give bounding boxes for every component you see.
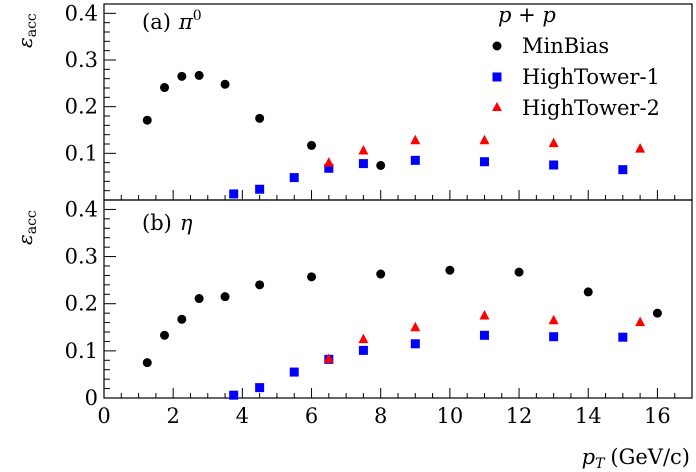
panel-b-label: (b) η [142,211,193,235]
legend-entry-hightower2: HighTower-2 [522,96,660,120]
y-tick-label: 0.1 [65,141,98,165]
y-tick-label: 0.4 [65,1,98,25]
point-hightower-1 [324,163,334,173]
x-tick-label: 10 [437,404,464,428]
x-tick-label: 4 [236,404,249,428]
point-hightower-1 [549,160,559,170]
point-minbias [255,280,265,290]
point-hightower-1 [410,339,420,349]
point-hightower-1 [358,159,368,169]
point-hightower-1 [479,330,489,340]
y-tick-label: 0.3 [65,245,98,269]
point-minbias [220,79,230,89]
panel-b-ylabel: εacc [13,210,40,245]
point-minbias [583,287,593,297]
x-tick-label: 6 [305,404,318,428]
point-hightower-2 [548,137,559,148]
x-tick-label: 8 [374,404,387,428]
point-hightower-1 [358,345,368,355]
point-hightower-2 [635,143,646,153]
point-minbias [307,272,317,282]
panel-a-particle-sup: 0 [193,8,202,24]
point-hightower-2 [410,134,421,145]
point-minbias [142,115,152,125]
point-hightower-2 [323,157,334,167]
point-hightower-1 [618,165,628,175]
point-minbias [160,83,170,93]
y-tick-label: 0.4 [65,197,98,221]
point-minbias [194,294,204,304]
point-minbias [177,314,187,324]
point-minbias [307,140,317,150]
point-hightower-2 [323,353,334,363]
x-tick-label: 16 [644,404,671,428]
panel-a-ylabel: εacc [13,13,40,48]
panel-a: 0.1 0.2 0.3 0.4 (a) π0 εacc p + p MinBias Hi… [13,1,693,201]
legend: p + p MinBias HighTower-1 HighTower-2 [492,3,660,120]
panel-a-ticks [103,3,693,201]
point-hightower-2 [358,333,369,344]
point-minbias [376,269,386,279]
y-tick-label: 0.2 [65,292,98,316]
legend-marker-hightower2 [492,102,502,111]
point-minbias [255,113,265,123]
point-hightower-1 [255,383,265,393]
point-minbias [177,71,187,81]
y-tick-label: 0 [85,386,98,410]
legend-title: p + p [498,3,556,27]
panel-b-marks [142,265,662,400]
x-tick-label: 12 [506,404,533,428]
point-hightower-1 [229,390,239,400]
panel-b-y-tick-labels: 0 0.1 0.2 0.3 0.4 [65,197,98,410]
x-tick-label: 14 [575,404,602,428]
point-minbias [142,358,152,368]
point-hightower-1 [549,332,559,342]
legend-marker-minbias [492,41,502,51]
point-hightower-1 [255,184,265,194]
point-minbias [376,160,386,170]
panel-a-label: (a) π0 [142,8,202,34]
panel-b-ticks [103,199,693,399]
legend-entry-minbias: MinBias [522,34,609,58]
point-minbias [160,330,170,340]
point-hightower-1 [618,332,628,342]
x-axis-label: pT (GeV/c) [582,445,690,472]
panel-a-particle: π [178,10,194,34]
x-tick-label: 2 [166,404,179,428]
point-hightower-1 [479,157,489,167]
panel-b-particle: η [180,211,193,235]
point-minbias [220,292,230,302]
legend-marker-hightower1 [492,72,502,82]
point-hightower-1 [289,367,299,377]
point-hightower-2 [548,314,559,325]
panel-b-x-tick-labels: 0 2 4 6 8 10 12 14 16 [97,404,670,428]
point-hightower-1 [289,173,299,183]
y-tick-label: 0.1 [65,339,98,363]
point-hightower-2 [479,134,490,145]
point-hightower-2 [479,310,490,320]
point-minbias [514,267,524,277]
x-tick-label: 0 [97,404,110,428]
panel-a-marks [142,70,646,199]
point-hightower-1 [410,155,420,165]
point-hightower-2 [635,316,646,327]
panel-a-y-tick-labels: 0.1 0.2 0.3 0.4 [65,1,98,165]
point-minbias [194,70,204,80]
point-minbias [652,308,662,318]
y-tick-label: 0.2 [65,95,98,119]
point-hightower-1 [229,189,239,199]
point-minbias [445,265,455,275]
y-tick-label: 0.3 [65,48,98,72]
panel-b: 0 0.1 0.2 0.3 0.4 0 2 4 6 8 10 12 14 16 (b) η εacc pT… [13,197,693,472]
legend-entry-hightower1: HighTower-1 [522,65,660,89]
point-hightower-2 [410,321,421,332]
point-hightower-2 [358,145,369,155]
